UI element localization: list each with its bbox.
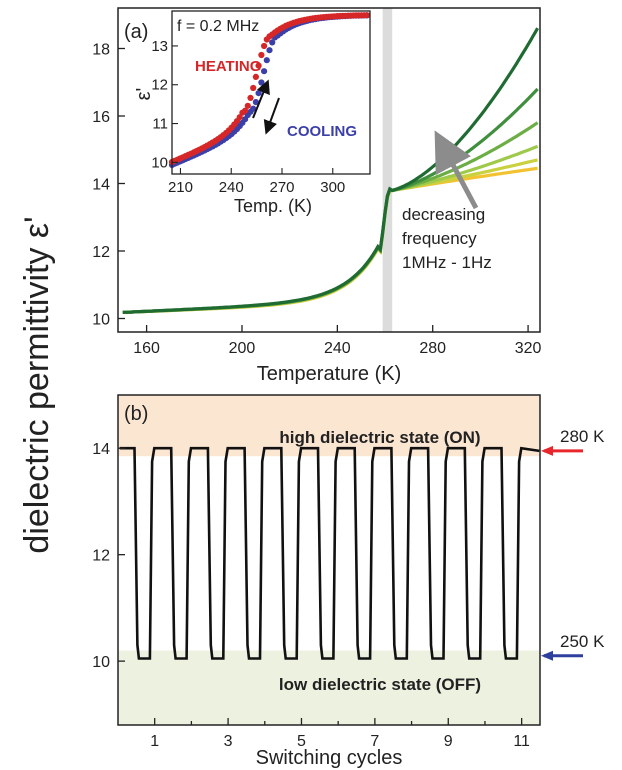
inset-ylabel: ε' — [133, 88, 155, 101]
panel-a-frame — [117, 7, 541, 333]
inset-freq-label: f = 0.2 MHz — [177, 18, 259, 35]
panel-a-xtick-label: 160 — [133, 340, 160, 357]
frequency-annotation-line-3: 1MHz - 1Hz — [402, 253, 492, 272]
inset-heating-label: HEATING — [195, 58, 261, 75]
off-state-label: low dielectric state (OFF) — [279, 675, 481, 694]
inset-point-cooling — [269, 39, 276, 46]
panel-b-xtick-label: 7 — [370, 733, 379, 750]
on-state-label: high dielectric state (ON) — [279, 428, 480, 447]
inset-xticks: 210 240 270 300 — [168, 168, 345, 196]
inset-point-heating — [252, 73, 259, 80]
inset-xlabel: Temp. (K) — [234, 196, 312, 216]
inset-xtick-label: 270 — [269, 179, 294, 196]
panel-a: 160 200 240 280 320 10 12 14 16 18 Temperature (… — [92, 7, 542, 385]
panel-a-xtick-label: 200 — [229, 340, 256, 357]
inset-point-cooling — [263, 57, 270, 64]
inset-point-cooling — [261, 68, 268, 75]
panel-b-xtick-label: 3 — [224, 733, 233, 750]
inset-point-heating — [363, 12, 371, 19]
inset-point-heating — [247, 94, 254, 101]
panel-b-xlabel: Switching cycles — [256, 747, 403, 769]
marker-280k-label: 280 K — [560, 427, 605, 446]
panel-b-ytick-label: 14 — [92, 441, 110, 458]
panel-a-ytick-label: 18 — [92, 42, 110, 59]
inset-ytick-label: 11 — [152, 116, 168, 133]
inset-point-heating — [250, 84, 257, 92]
marker-280k: 280 K — [541, 427, 605, 456]
inset-ytick-label: 12 — [151, 77, 168, 94]
marker-250k-arrowhead — [541, 650, 553, 661]
inset-xtick-label: 300 — [320, 179, 345, 196]
panel-a-ytick-label: 12 — [92, 244, 110, 261]
inset-point-cooling — [255, 90, 262, 97]
panel-a-xtick-label: 280 — [419, 340, 446, 357]
panel-b-xtick-label: 1 — [150, 733, 159, 750]
inset-point-heating — [261, 42, 268, 50]
frequency-annotation-line-2: frequency — [402, 229, 477, 248]
inset-points — [168, 12, 371, 168]
shared-ylabel: dielectric permittivity ε' — [18, 216, 56, 553]
inset-xtick-label: 240 — [219, 179, 244, 196]
panel-a-ytick-label: 14 — [92, 177, 110, 194]
panel-b-xtick-label: 11 — [513, 733, 530, 750]
inset-point-cooling — [266, 47, 273, 54]
panel-b-xtick-label: 5 — [297, 733, 306, 750]
marker-250k-label: 250 K — [560, 632, 605, 651]
panel-b: 1 3 5 7 9 11 10 12 14 (b) high dielectric state… — [92, 394, 605, 769]
panel-a-xtick-label: 240 — [324, 340, 351, 357]
panel-a-xtick-label: 320 — [515, 340, 542, 357]
panel-b-xticks: 1 3 5 7 9 11 — [150, 718, 530, 750]
inset-point-heating — [255, 62, 262, 69]
inset-point-heating — [242, 107, 249, 114]
panel-a-yticks: 10 12 14 16 18 — [92, 42, 125, 329]
panel-b-ytick-label: 12 — [92, 548, 110, 565]
panel-a-label: (a) — [124, 21, 148, 43]
inset-point-heating — [244, 102, 251, 109]
panel-b-xtick-label: 9 — [444, 733, 453, 750]
frequency-arrow — [434, 130, 479, 210]
panel-b-label: (b) — [124, 403, 148, 425]
inset-point-cooling — [258, 79, 265, 86]
inset-cooling-arrow — [263, 97, 280, 135]
inset-yticks: 10 11 12 13 — [151, 38, 178, 171]
panel-a-xticks: 160 200 240 280 320 — [133, 325, 542, 357]
panel-b-frame — [117, 394, 541, 726]
inset-point-cooling — [252, 99, 259, 106]
inset-ytick-label: 10 — [151, 154, 168, 171]
panel-a-ytick-label: 16 — [92, 109, 110, 126]
inset-cooling-label: COOLING — [287, 123, 357, 140]
inset-point-cooling — [250, 105, 257, 112]
marker-250k: 250 K — [541, 632, 605, 661]
panel-a-ytick-label: 10 — [92, 312, 110, 329]
panel-b-yticks: 10 12 14 — [92, 441, 125, 671]
inset-point-heating — [258, 51, 265, 59]
inset-frame — [171, 10, 371, 175]
inset-point-heating — [236, 114, 243, 121]
switching-curve — [119, 446, 540, 660]
inset-heating-arrow — [252, 79, 270, 119]
panel-b-ytick-label: 10 — [92, 654, 110, 671]
inset: 210 240 270 300 10 11 12 13 f = 0.2 MHz HEATIN… — [133, 10, 371, 216]
panel-a-transition-band — [382, 8, 393, 332]
marker-280k-arrowhead — [541, 445, 553, 456]
frequency-annotation-line-1: decreasing — [402, 205, 485, 224]
inset-xtick-label: 210 — [168, 179, 193, 196]
inset-ytick-label: 13 — [151, 38, 168, 55]
off-state-band — [118, 650, 540, 725]
panel-a-xlabel: Temperature (K) — [257, 363, 402, 385]
on-state-band — [118, 395, 540, 457]
